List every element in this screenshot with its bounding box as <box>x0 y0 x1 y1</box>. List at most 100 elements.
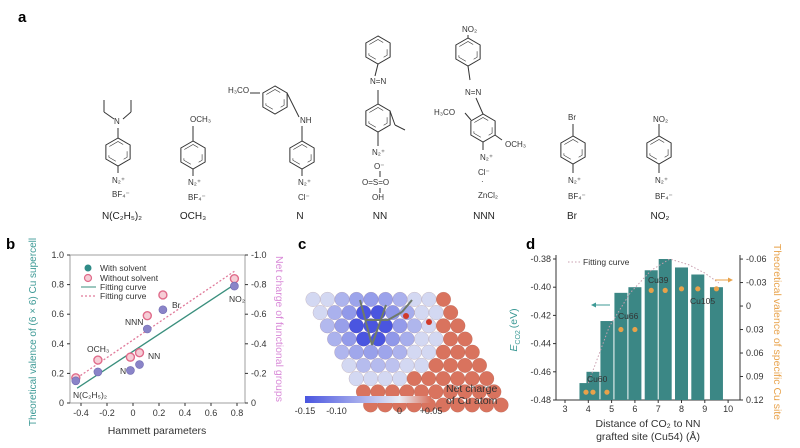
y2-tick-label: -0.2 <box>251 368 267 378</box>
ring-double-bonds <box>458 41 478 63</box>
bar <box>709 287 723 400</box>
point-label: N <box>120 366 126 376</box>
colorbar-title: of Cu atom <box>446 395 498 407</box>
cu-atom <box>428 331 444 347</box>
nn-molecule-bond <box>387 311 403 321</box>
structure-label: Br <box>568 113 576 122</box>
legend-label: With solvent <box>100 263 147 273</box>
cu-atom <box>443 331 459 347</box>
y-tick-label: -0.48 <box>530 395 551 405</box>
cu-atom <box>435 318 451 334</box>
plot-b-frame <box>69 254 246 404</box>
valence-point <box>604 389 610 395</box>
cu-atom <box>457 331 473 347</box>
point-label: Br <box>172 300 181 310</box>
y2-tick-label: 0.09 <box>746 372 764 382</box>
structure-label: H₃CO <box>228 86 249 95</box>
x-tick-label: -0.2 <box>99 408 115 418</box>
structure-label: N₂⁺ <box>372 148 385 157</box>
cu-atom <box>341 357 357 373</box>
y2-tick-label: 0.06 <box>746 348 764 358</box>
colorbar-tick-label: -0.10 <box>326 406 347 416</box>
y2-tick-label: 0.12 <box>746 395 764 405</box>
y2-tick-label: -1.0 <box>251 250 267 260</box>
benzene-ring <box>365 103 391 133</box>
cu-atom <box>450 318 466 334</box>
structure-label: NO₂ <box>653 115 668 124</box>
point-without-solvent <box>142 310 153 321</box>
point-without-solvent <box>229 273 240 284</box>
bar <box>600 321 614 400</box>
structure-label: · <box>481 177 484 186</box>
benzene-ring <box>180 140 206 170</box>
cu-atom <box>385 331 401 347</box>
cu-atom <box>334 291 350 307</box>
structure-label: OH <box>372 193 384 202</box>
structure-label: OCH₃ <box>190 115 211 124</box>
ring-double-bonds <box>368 107 388 129</box>
legend-label: Fitting curve <box>100 282 147 292</box>
cu-atom <box>428 305 444 321</box>
structure-label: BF₄⁻ <box>568 192 586 201</box>
point-label: OCH₃ <box>87 344 109 354</box>
x-tick-label: 10 <box>723 404 733 414</box>
structure-label: BF₄⁻ <box>112 190 130 199</box>
valence-point <box>648 287 654 293</box>
structure-label: H₃CO <box>434 108 455 117</box>
bond <box>464 112 472 121</box>
site-label: Cu60 <box>587 374 608 384</box>
x-tick-label: 4 <box>586 404 591 414</box>
benzene-ring <box>105 137 131 167</box>
y-tick-label: 0 <box>59 398 64 408</box>
cu-atom <box>334 318 350 334</box>
valence-point <box>678 286 685 292</box>
y2-tick-label: 0 <box>251 398 256 408</box>
structure-label: N=N <box>465 88 481 97</box>
point-without-solvent <box>158 290 168 300</box>
panel-label-c: c <box>298 236 306 253</box>
cu-atom <box>327 331 343 347</box>
x-tick-label: 6 <box>632 404 637 414</box>
ring-double-bonds <box>108 141 128 163</box>
cu-atom <box>457 357 473 373</box>
x-axis-label: Hammett parameters <box>108 425 207 437</box>
cu-atom <box>493 397 509 413</box>
cu-atom <box>392 318 408 334</box>
cu-atom <box>348 344 364 360</box>
y2-tick-label: -0.03 <box>746 278 767 288</box>
y2-axis-label: Theoretical valence of specific Cu site <box>771 244 783 420</box>
cu-atom <box>319 291 336 307</box>
cu-atom <box>334 344 350 360</box>
bond <box>494 134 503 141</box>
bond <box>374 63 379 77</box>
legend-without-solvent-marker <box>83 273 93 283</box>
bond <box>475 97 484 115</box>
benzene-ring <box>365 35 391 65</box>
cu-atom <box>486 384 502 400</box>
bar <box>658 259 672 400</box>
point-without-solvent <box>125 352 136 362</box>
cu-atom <box>319 318 335 334</box>
cu-atom <box>414 305 430 321</box>
cu-atom <box>392 344 408 360</box>
x-tick-label: 0.6 <box>205 408 218 418</box>
cu-atom <box>348 371 364 387</box>
compound-name: N <box>296 211 303 222</box>
bar <box>614 292 628 400</box>
cu-atom <box>399 357 415 373</box>
y-tick-label: 0.4 <box>51 339 64 349</box>
point-with-solvent <box>71 376 81 386</box>
cu-atom <box>406 371 422 387</box>
y-tick-label: -0.46 <box>530 367 551 377</box>
bond <box>394 124 406 131</box>
bond <box>467 65 471 81</box>
cu-atom <box>479 371 495 387</box>
cu-atom <box>442 357 459 373</box>
cu-atom <box>355 357 372 373</box>
benzene-ring <box>470 113 496 143</box>
colorbar-tick-label: 0 <box>397 406 402 416</box>
x-tick-label: 3 <box>562 404 567 414</box>
x-tick-label: 9 <box>702 404 707 414</box>
arrowhead-left-icon <box>591 302 596 308</box>
cu-atom <box>348 318 364 334</box>
